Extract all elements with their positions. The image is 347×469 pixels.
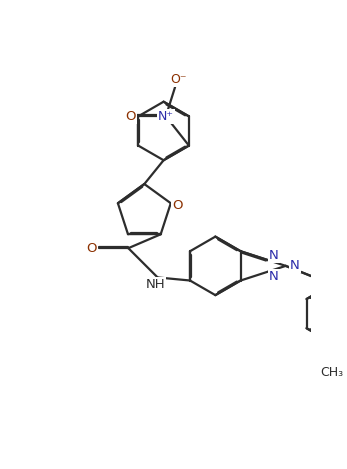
Text: O⁻: O⁻: [171, 73, 187, 86]
Text: CH₃: CH₃: [320, 366, 344, 379]
Text: NH: NH: [145, 278, 165, 291]
Text: O: O: [86, 242, 96, 255]
Text: N⁺: N⁺: [158, 110, 174, 123]
Text: N: N: [269, 270, 279, 283]
Text: O: O: [172, 199, 183, 212]
Text: O: O: [125, 110, 136, 123]
Text: N: N: [269, 249, 279, 262]
Text: N: N: [290, 259, 300, 272]
